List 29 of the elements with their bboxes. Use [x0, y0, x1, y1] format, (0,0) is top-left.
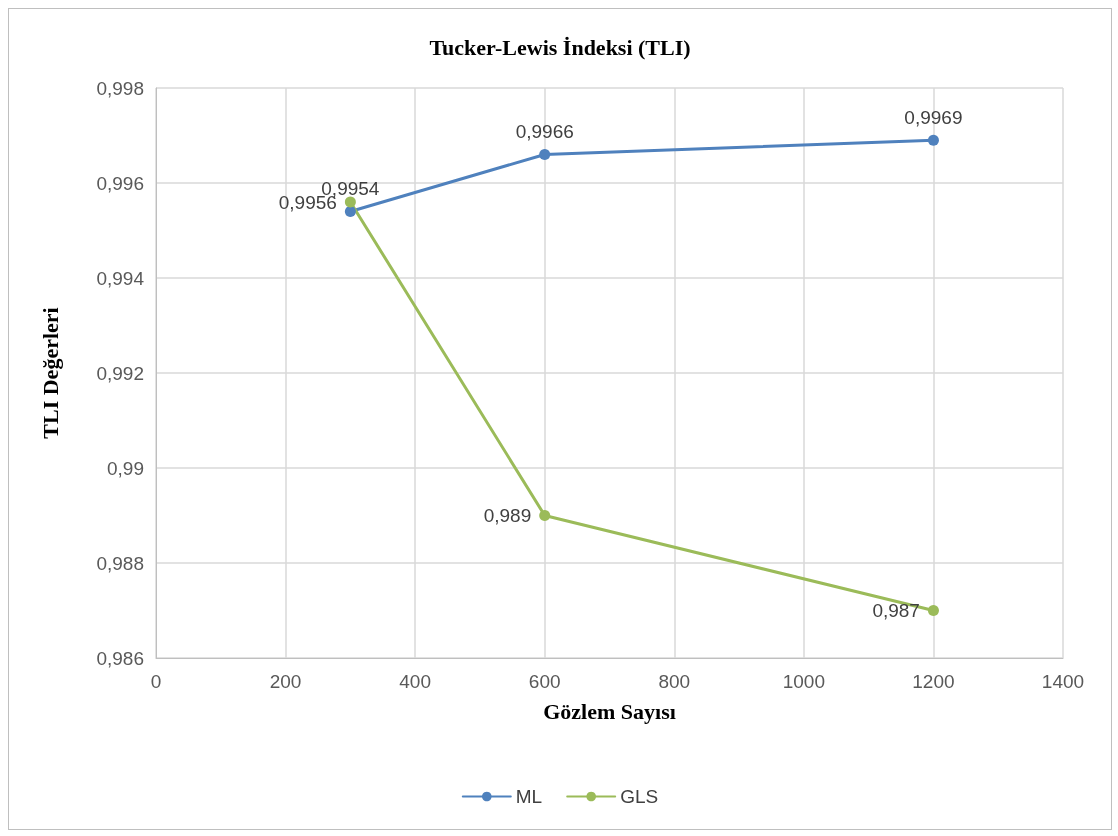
x-tick-label: 1000	[782, 671, 825, 692]
y-tick-label: 0,988	[96, 552, 144, 574]
x-tick-label: 800	[658, 671, 691, 692]
data-label: 0,989	[483, 505, 532, 526]
legend-label: ML	[515, 786, 543, 807]
chart-title: Tucker-Lewis İndeksi (TLI)	[429, 34, 691, 60]
y-tick-label: 0,996	[96, 172, 144, 194]
x-tick-label: 600	[528, 671, 561, 692]
point	[927, 605, 939, 616]
y-tick-label: 0,992	[96, 362, 144, 384]
x-tick-label: 400	[399, 671, 431, 692]
y-tick-label: 0,998	[96, 77, 144, 99]
data-label: 0,9969	[904, 106, 963, 128]
x-tick-label: 1200	[912, 671, 955, 692]
x-tick-label: 200	[269, 671, 302, 692]
data-label: 0,9966	[515, 121, 574, 142]
x-tick-label: 0	[150, 671, 162, 692]
y-tick-label: 0,99	[107, 457, 144, 479]
y-tick-label: 0,994	[96, 267, 145, 289]
y-tick-label: 0,986	[96, 647, 144, 669]
data-label: 0,987	[872, 600, 920, 621]
point	[927, 134, 939, 146]
y-axis-title: TLI Değerleri	[37, 307, 63, 439]
legend-label: GLS	[620, 786, 659, 807]
x-axis-title: Gözlem Sayısı	[543, 698, 676, 724]
point	[539, 510, 551, 521]
point	[344, 206, 356, 217]
x-tick-label: 1400	[1041, 671, 1085, 692]
point	[539, 149, 551, 160]
